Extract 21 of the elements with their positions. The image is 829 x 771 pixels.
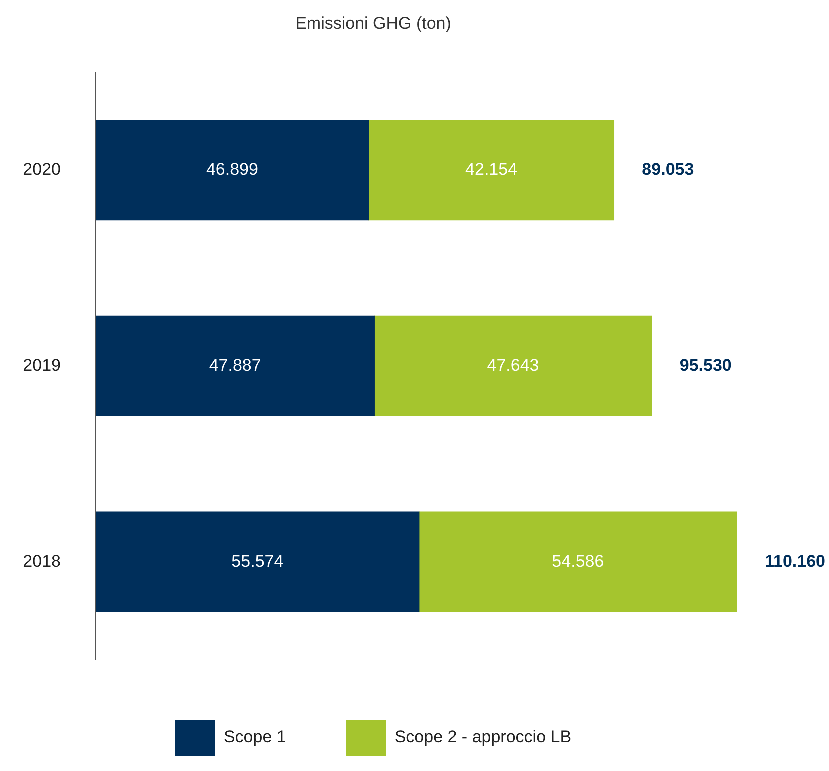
data-label: 54.586 [552,552,604,571]
legend-label: Scope 1 [224,728,286,747]
bar [96,512,420,612]
total-label: 89.053 [642,160,694,180]
data-label: 47.887 [209,356,262,375]
data-label: 46.899 [206,160,258,180]
data-label: 47.643 [487,356,540,375]
bar [374,316,652,417]
y-tick-label: 2019 [23,356,61,375]
y-tick-label: 2020 [23,160,61,180]
bar [419,512,737,612]
data-label: 55.574 [232,552,284,571]
bar [96,120,370,221]
total-label: 95.530 [680,356,732,375]
total-label: 110.160 [765,552,826,571]
bar [368,120,615,221]
legend-label: Scope 2 - approccio LB [394,728,572,747]
chart-title: Emissioni GHG (ton) [296,14,452,33]
bar [96,316,375,417]
y-tick-label: 2018 [23,552,61,571]
data-label: 42.154 [466,160,518,180]
